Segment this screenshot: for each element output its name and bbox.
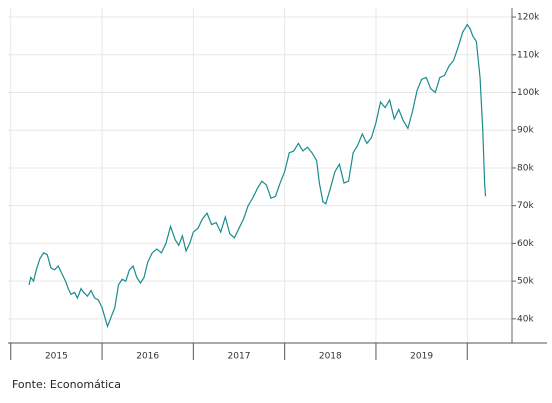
y-tick-label: 90k — [517, 126, 534, 136]
x-tick-label: 2017 — [228, 352, 251, 362]
y-tick-label: 70k — [517, 201, 534, 211]
y-tick-label: 100k — [517, 88, 540, 98]
x-tick-label: 2016 — [136, 352, 159, 362]
y-tick-label: 40k — [517, 314, 534, 324]
y-tick-label: 80k — [517, 163, 534, 173]
y-tick-label: 110k — [517, 50, 540, 60]
line — [28, 23, 487, 329]
x-tick-label: 2015 — [45, 352, 68, 362]
x-tick-label: 2018 — [319, 352, 342, 362]
y-tick-label: 120k — [517, 13, 540, 23]
chart: 40k 50k 60k 70k 80k 90k 100k 110k 120k 2015 2016 20… — [8, 8, 547, 362]
y-tick-label: 60k — [517, 239, 534, 249]
x-tick-label: 2019 — [410, 352, 433, 362]
source-note: Fonte: Economática — [12, 378, 121, 391]
y-tick-label: 50k — [517, 277, 534, 287]
